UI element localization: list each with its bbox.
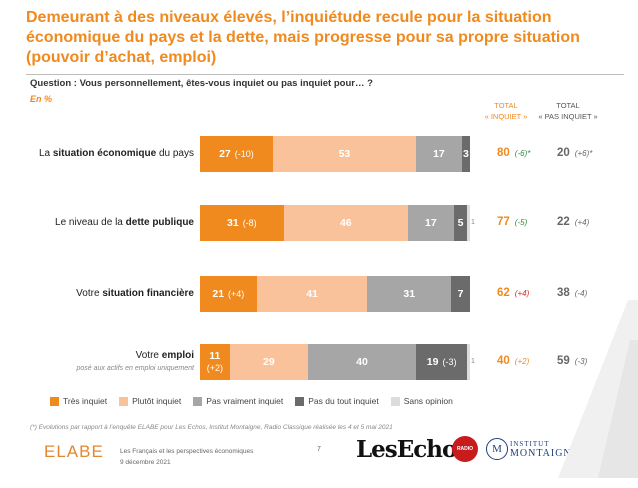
bar-segment: 29	[229, 344, 308, 380]
page-number: 7	[317, 446, 321, 453]
bar-segment: 17	[416, 136, 462, 172]
legend-swatch	[390, 396, 400, 406]
bar-segment	[467, 205, 470, 241]
elabe-logo: ELABE	[44, 442, 104, 461]
data-label: 27	[219, 148, 231, 160]
legend-item: Plutôt inquiet	[119, 396, 181, 406]
category-label: Votre emploi	[135, 350, 194, 361]
bar-segment: 40	[308, 344, 416, 380]
total-pas-inquiet: 38 (-4)	[557, 287, 588, 299]
data-label: 7	[457, 288, 464, 300]
legend-swatch	[295, 396, 305, 406]
bar-segment: 27 (-10)	[200, 136, 273, 172]
source-note: Les Français et les perspectives économi…	[120, 446, 253, 468]
data-label: 19	[426, 356, 439, 368]
page-title: Demeurant à des niveaux élevés, l’inquié…	[26, 9, 580, 66]
data-label: 1	[471, 358, 475, 365]
title-divider	[26, 74, 624, 75]
lesechos-logo: LesEchos	[356, 436, 469, 463]
bar-segment: 5	[453, 205, 468, 241]
category-label: Le niveau de la dette publique	[55, 217, 194, 228]
chart-legend: Très inquiet Plutôt inquiet Pas vraiment i…	[50, 396, 453, 406]
change-label: (-8)	[242, 218, 257, 228]
bar-segment	[467, 344, 470, 380]
total-inquiet: 62 (+4)	[497, 287, 530, 299]
bar-segment: 19 (-3)	[416, 344, 468, 380]
data-label: 31	[227, 217, 239, 229]
data-label: 17	[433, 148, 445, 160]
bar-segment: 41	[256, 276, 368, 312]
category-sublabel: posé aux actifs en emploi uniquement	[76, 365, 194, 372]
total-inquiet: 80 (-6)*	[497, 147, 531, 159]
total-inquiet: 77 (-5)	[497, 216, 528, 228]
data-label: 41	[306, 288, 318, 300]
change-label: (-3)	[442, 357, 457, 367]
category-label: Votre situation financière	[76, 288, 194, 299]
data-label: 3	[463, 148, 469, 160]
total-pas-inquiet: 22 (+4)	[557, 216, 590, 228]
data-label: 46	[339, 217, 352, 229]
footnote: (*) Evolutions par rapport à l’enquête E…	[30, 424, 393, 431]
total-inquiet-header: TOTAL « INQUIET »	[484, 101, 528, 121]
legend-label: Pas vraiment inquiet	[206, 396, 284, 406]
legend-swatch	[50, 396, 59, 406]
bar-segment: 7	[451, 276, 470, 312]
bar-segment: 11 (+2)	[200, 344, 230, 380]
bar-segment: 31	[367, 276, 452, 312]
change-label: (+4)	[228, 289, 245, 299]
change-label: (-10)	[234, 149, 254, 159]
legend-item: Très inquiet	[50, 396, 107, 406]
legend-item: Pas du tout inquiet	[295, 396, 379, 406]
data-label: 53	[338, 148, 351, 160]
bar-segment: 31 (-8)	[200, 205, 284, 241]
data-label: 11	[209, 350, 221, 362]
data-label: 21	[212, 288, 225, 300]
legend-label: Sans opinion	[403, 396, 453, 406]
legend-item: Sans opinion	[390, 396, 453, 406]
legend-item: Pas vraiment inquiet	[193, 396, 283, 406]
montaigne-line2: MONTAIGNE	[510, 448, 579, 459]
source-date: 9 décembre 2021	[120, 459, 171, 466]
data-label: 40	[356, 356, 368, 368]
legend-swatch	[193, 396, 203, 406]
bar-segment: 21 (+4)	[200, 276, 257, 312]
total-pas-inquiet: 20 (+6)*	[557, 147, 593, 159]
institut-montaigne-logo: INSTITUT MONTAIGNE	[510, 440, 579, 459]
change-label: (+2)	[206, 363, 223, 373]
legend-label: Pas du tout inquiet	[308, 396, 379, 406]
unit-label: En %	[30, 94, 53, 104]
total-pas-inquiet: 59 (-3)	[557, 355, 588, 367]
data-label: 17	[424, 217, 437, 229]
bar-segment: 53	[272, 136, 416, 172]
legend-label: Très inquiet	[63, 396, 108, 406]
radio-classique-logo: RADIO CLASSIQUE	[452, 436, 481, 478]
montaigne-line1: INSTITUT	[510, 440, 550, 448]
institut-montaigne-mark: M	[486, 438, 508, 460]
decorative-a-shape	[558, 300, 638, 478]
data-label: 29	[262, 356, 275, 368]
source-title: Les Français et les perspectives économi…	[120, 448, 254, 455]
bar-segment: 3	[461, 136, 470, 172]
legend-swatch	[119, 396, 129, 406]
category-label: La situation économique du pays	[38, 148, 194, 159]
bar-segment: 46	[283, 205, 408, 241]
legend-label: Plutôt inquiet	[132, 396, 182, 406]
total-pas-inquiet-header: TOTAL « PAS INQUIET »	[538, 101, 598, 121]
total-inquiet: 40 (+2)	[497, 355, 530, 367]
data-label: 5	[457, 217, 464, 229]
data-label: 1	[471, 219, 475, 226]
data-label: 31	[403, 288, 416, 300]
bar-segment: 17	[407, 205, 454, 241]
question-text: Question : Vous personnellement, êtes-vo…	[30, 78, 373, 89]
